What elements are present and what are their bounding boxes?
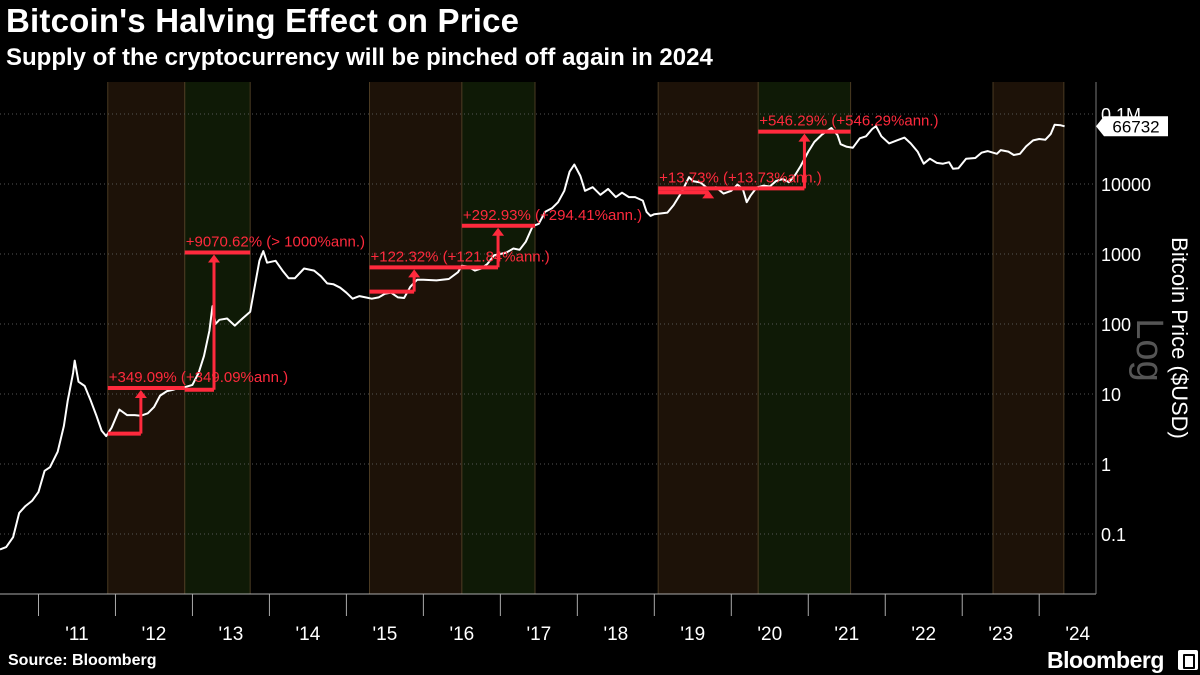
x-tick-label: '20 [757,624,782,645]
x-tick-label: '15 [373,624,398,645]
halving-band-pre [993,82,1064,594]
x-tick-label: '13 [219,624,244,645]
annotation-label: +546.29% (+546.29%ann.) [759,113,938,130]
price-series [0,123,1065,551]
y-tick-label: 100 [1101,315,1131,335]
y-tick-label: 10 [1101,385,1121,405]
halving-annotation: +9070.62% (> 1000%ann.) [184,234,365,392]
chart-subtitle: Supply of the cryptocurrency will be pin… [6,44,713,71]
halving-annotation: +122.32% (+121.84%ann.) [369,248,550,294]
halving-annotation: +13.73% (+13.73%ann.) [658,169,822,199]
annotation-arrow-head [408,269,421,278]
x-tick-label: '22 [911,624,936,645]
source-note: Source: Bloomberg [8,652,157,669]
annotation-label: +13.73% (+13.73%ann.) [659,169,822,186]
halving-band-pre [107,82,185,594]
x-tick-label: '24 [1065,624,1090,645]
bloomberg-terminal-icon [1178,650,1198,670]
annotation-label: +9070.62% (> 1000%ann.) [186,234,365,251]
halving-annotation: +292.93% (+294.41%ann.) [461,207,642,270]
halving-annotation: +546.29% (+546.29%ann.) [758,113,939,191]
annotation-arrow-head [798,133,811,142]
x-tick-label: '23 [988,624,1013,645]
y-axis-label: Bitcoin Price ($USD) [1167,237,1192,439]
last-value-badge [1096,116,1168,137]
x-tick-label: '19 [680,624,705,645]
x-tick-label: '14 [296,624,321,645]
last-value-label: 66732 [1112,117,1159,136]
annotation-arrow-head [208,254,220,263]
halving-band-post [184,82,251,594]
x-tick-label: '12 [142,624,167,645]
annotation-label: +292.93% (+294.41%ann.) [463,207,642,224]
annotation-arrow-head [702,190,715,199]
chart-title: Bitcoin's Halving Effect on Price [6,2,520,39]
y-tick-label: 1 [1101,455,1111,475]
annotation-arrow-head [492,227,505,236]
annotation-label: +349.09% (+349.09%ann.) [109,369,288,386]
annotation-label: +122.32% (+121.84%ann.) [370,248,549,265]
last-value-marker: 66732 [1096,116,1168,137]
y-tick-label: 0.1 [1101,525,1126,545]
y-tick-label: 1000 [1101,245,1141,265]
halving-annotation: +349.09% (+349.09%ann.) [107,369,288,436]
x-tick-label: '17 [526,624,551,645]
x-tick-label: '21 [834,624,859,645]
halving-band-post [461,82,535,594]
gridlines [0,113,1096,535]
log-scale-label: Log [1128,318,1170,381]
annotation-arrow-head [134,389,147,398]
x-tick-label: '11 [65,624,88,645]
y-tick-label: 10000 [1101,175,1151,195]
halving-annotations: +349.09% (+349.09%ann.) +9070.62% (> 1000… [107,113,939,436]
halving-band-pre [369,82,462,594]
x-tick-label: '16 [449,624,474,645]
x-axis: '11 '12 '13 '14 '15 '16 '17 '18 '19 '20 '21 '22 '23 '… [0,593,1096,645]
halving-bands [107,82,1065,594]
bloomberg-logo: Bloomberg [1047,647,1164,673]
halving-band-pre [658,82,759,594]
x-tick-label: '18 [603,624,628,645]
price-line [0,123,1065,551]
